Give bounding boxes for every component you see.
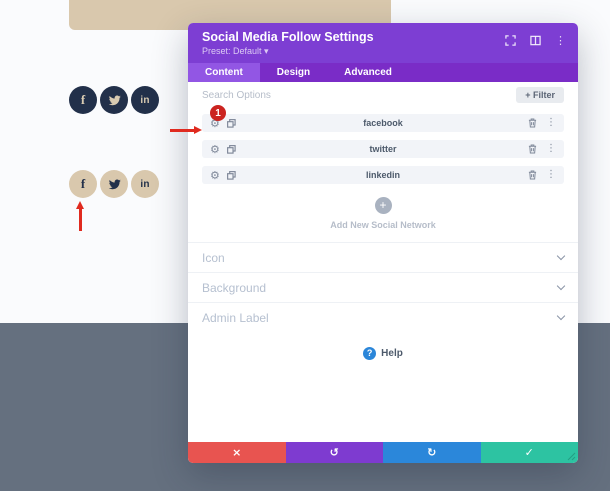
split-view-icon[interactable] — [530, 35, 541, 46]
help-link[interactable]: ? Help — [188, 332, 578, 374]
twitter-icon[interactable] — [100, 86, 128, 114]
facebook-icon[interactable]: f — [69, 86, 97, 114]
filter-button[interactable]: + Filter — [516, 87, 564, 103]
row-menu-kebab-icon[interactable]: ⋮ — [546, 117, 556, 128]
facebook-icon[interactable]: f — [69, 170, 97, 198]
check-icon: ✓ — [524, 446, 534, 459]
add-new-social-network: + Add New Social Network — [188, 196, 578, 230]
modal-body-spacer — [188, 374, 578, 442]
duplicate-icon[interactable] — [226, 170, 236, 180]
tab-design[interactable]: Design — [276, 67, 311, 78]
modal-title: Social Media Follow Settings — [202, 30, 374, 44]
social-media-follow-settings-modal: Social Media Follow Settings Preset: Def… — [188, 23, 578, 463]
network-row-facebook[interactable]: ⚙ facebook ⋮ — [202, 114, 564, 132]
annotation-badge-1: 1 — [210, 105, 226, 121]
linkedin-icon[interactable]: in — [131, 170, 159, 198]
network-label: linkedin — [365, 170, 400, 180]
modal-header[interactable]: Social Media Follow Settings Preset: Def… — [188, 23, 578, 63]
discard-button[interactable]: × — [188, 442, 286, 463]
redo-button[interactable]: ↻ — [383, 442, 481, 463]
modal-menu-kebab-icon[interactable]: ⋮ — [555, 33, 566, 47]
facebook-glyph: f — [80, 176, 86, 191]
network-label: facebook — [363, 118, 403, 128]
tab-advanced[interactable]: Advanced — [344, 67, 392, 78]
help-icon: ? — [363, 346, 377, 360]
annotation-arrow-right — [170, 126, 202, 133]
social-follow-row-dark: f in — [69, 86, 159, 114]
help-label: Help — [381, 347, 403, 359]
network-row-twitter[interactable]: ⚙ twitter ⋮ — [202, 140, 564, 158]
section-admin-label[interactable]: Admin Label — [188, 302, 578, 332]
row-menu-kebab-icon[interactable]: ⋮ — [546, 169, 556, 180]
section-label: Background — [202, 280, 267, 295]
linkedin-glyph: in — [140, 178, 150, 190]
trash-icon[interactable] — [528, 144, 537, 154]
settings-gear-icon[interactable]: ⚙ — [210, 142, 220, 156]
twitter-bird-glyph — [108, 95, 121, 105]
section-background[interactable]: Background — [188, 272, 578, 302]
twitter-icon[interactable] — [100, 170, 128, 198]
network-row-linkedin[interactable]: ⚙ linkedin ⋮ — [202, 166, 564, 184]
undo-icon: ↺ — [329, 446, 339, 459]
twitter-bird-glyph — [108, 179, 121, 189]
settings-gear-icon[interactable]: ⚙ — [210, 168, 220, 182]
close-icon: × — [232, 446, 242, 459]
tab-content[interactable]: Content — [188, 63, 260, 82]
undo-button[interactable]: ↺ — [285, 442, 383, 463]
chevron-down-icon — [556, 281, 566, 290]
plus-icon[interactable]: + — [374, 197, 392, 214]
settings-gear-icon[interactable]: ⚙ — [210, 116, 220, 130]
row-menu-kebab-icon[interactable]: ⋮ — [546, 143, 556, 154]
modal-footer: × ↺ ↻ ✓ — [188, 442, 578, 463]
linkedin-icon[interactable]: in — [131, 86, 159, 114]
preset-selector[interactable]: Preset: Default ▾ — [202, 46, 269, 56]
redo-icon: ↻ — [427, 446, 437, 459]
network-label: twitter — [369, 144, 397, 154]
facebook-glyph: f — [80, 92, 86, 107]
duplicate-icon[interactable] — [226, 118, 236, 128]
add-new-label[interactable]: Add New Social Network — [330, 220, 436, 230]
social-follow-row-tan: f in — [69, 170, 159, 198]
search-input[interactable]: Search Options — [202, 89, 271, 101]
section-label: Admin Label — [202, 310, 269, 325]
linkedin-glyph: in — [140, 94, 150, 106]
network-list: ⚙ facebook ⋮ ⚙ twitter — [188, 108, 578, 192]
search-bar: Search Options + Filter — [188, 82, 578, 108]
section-label: Icon — [202, 250, 225, 265]
modal-tabs: Content Design Advanced — [188, 63, 578, 82]
trash-icon[interactable] — [528, 118, 537, 128]
duplicate-icon[interactable] — [226, 144, 236, 154]
expand-modal-icon[interactable] — [505, 35, 516, 46]
chevron-down-icon — [556, 251, 566, 260]
trash-icon[interactable] — [528, 170, 537, 180]
section-icon[interactable]: Icon — [188, 242, 578, 272]
resize-grip-icon[interactable] — [567, 452, 576, 461]
chevron-down-icon — [556, 311, 566, 320]
annotation-arrow-up — [76, 201, 83, 231]
save-button[interactable]: ✓ — [480, 442, 578, 463]
